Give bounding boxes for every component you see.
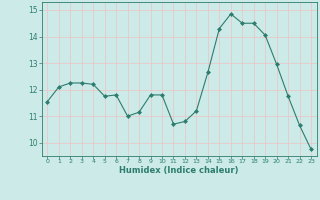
X-axis label: Humidex (Indice chaleur): Humidex (Indice chaleur) bbox=[119, 166, 239, 175]
